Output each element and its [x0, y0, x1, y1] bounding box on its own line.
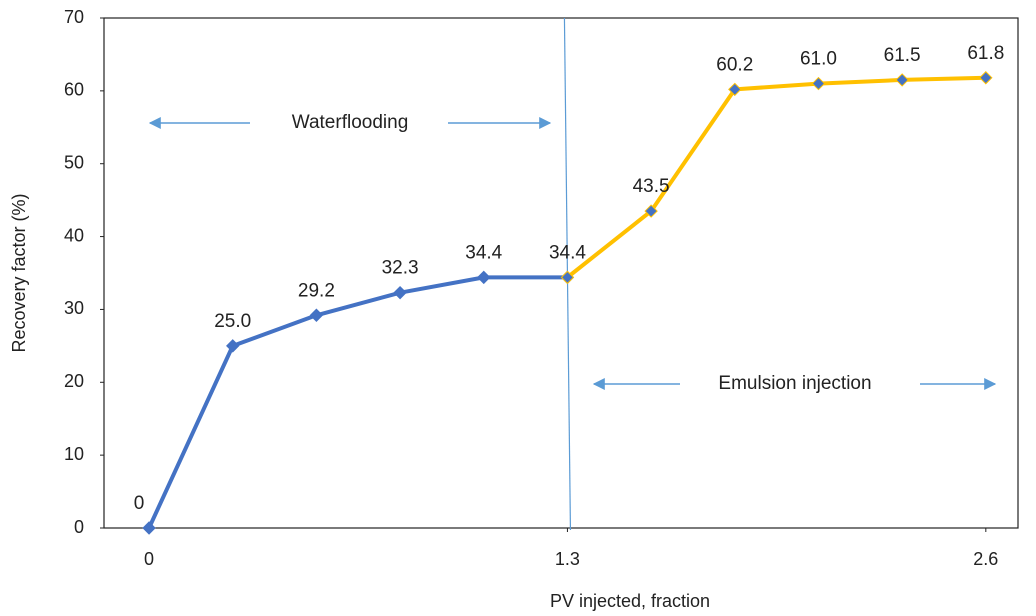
data-point	[644, 204, 658, 218]
data-label: 61.5	[884, 45, 921, 66]
data-point	[393, 285, 407, 300]
data-label: 32.3	[382, 258, 419, 279]
x-tick-label: 0	[144, 549, 154, 569]
data-point	[142, 521, 156, 535]
data-label: 34.4	[549, 242, 586, 263]
y-tick-label: 60	[64, 80, 84, 100]
y-tick-label: 50	[64, 152, 84, 172]
x-tick-label: 1.3	[555, 549, 580, 569]
data-point	[226, 339, 240, 353]
data-label: 34.4	[465, 242, 502, 263]
data-point	[728, 82, 742, 97]
y-tick-label: 30	[64, 298, 84, 318]
data-point	[895, 73, 909, 87]
data-label: 60.2	[716, 54, 753, 75]
y-tick-label: 20	[64, 371, 84, 391]
y-axis-title: Recovery factor (%)	[9, 193, 29, 352]
data-label: 25.0	[214, 311, 251, 332]
plot-frame	[103, 17, 1019, 529]
data-label: 61.0	[800, 49, 837, 70]
data-label: 29.2	[298, 280, 335, 301]
annotation: Waterflooding	[292, 112, 409, 133]
data-point	[979, 71, 993, 85]
data-point	[811, 76, 826, 91]
data-label: 0	[134, 493, 145, 514]
data-point	[309, 308, 324, 322]
data-label: 43.5	[633, 176, 670, 197]
data-point	[560, 270, 575, 285]
series-line	[147, 275, 568, 529]
y-tick-label: 10	[64, 444, 84, 464]
data-label: 61.8	[967, 43, 1004, 64]
y-tick-label: 0	[74, 517, 84, 537]
y-tick-label: 40	[64, 225, 84, 245]
x-tick-label: 2.6	[973, 549, 998, 569]
y-tick-label: 70	[64, 7, 84, 27]
x-axis-title: PV injected, fraction	[550, 591, 710, 611]
annotation: Emulsion injection	[718, 373, 871, 394]
series-line	[566, 75, 986, 279]
data-point	[477, 270, 491, 285]
